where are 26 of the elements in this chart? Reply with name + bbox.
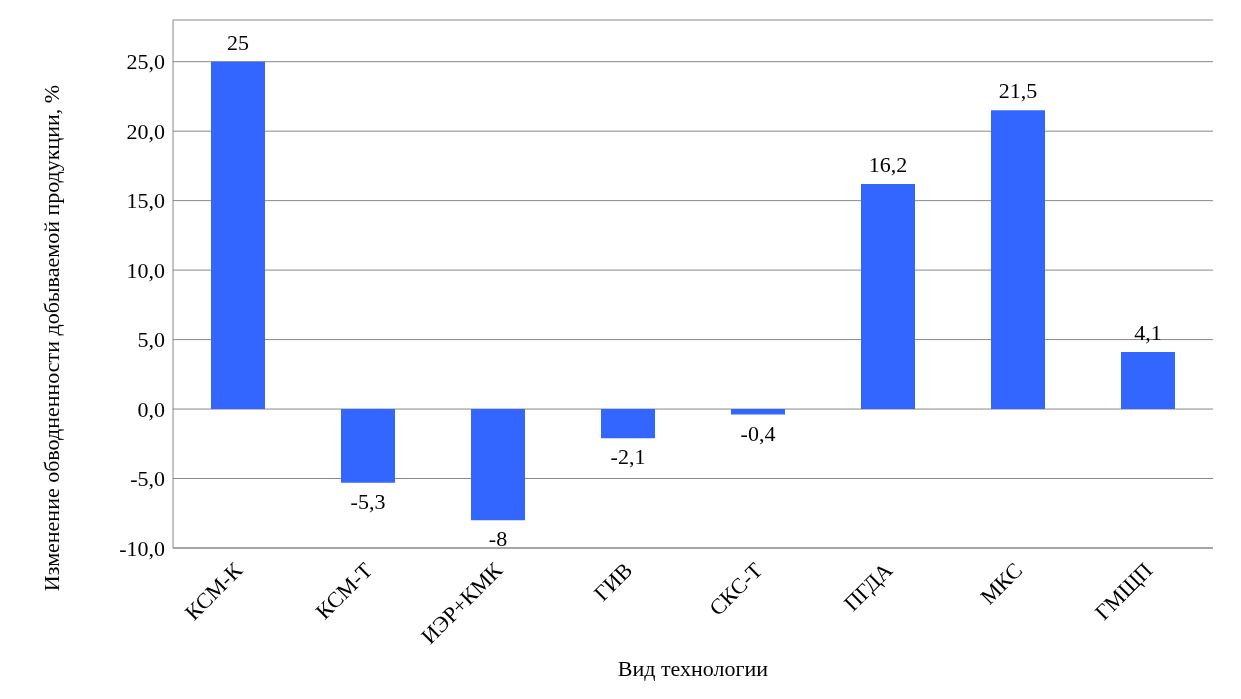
data-label: -5,3 <box>350 488 386 514</box>
bar <box>991 110 1045 410</box>
y-tick-label: 5,0 <box>137 327 165 353</box>
data-label: -2,1 <box>610 444 646 470</box>
bar <box>341 409 395 483</box>
data-label: 21,5 <box>998 78 1038 104</box>
data-label: 25 <box>227 29 249 55</box>
y-tick-label: 15,0 <box>126 188 165 214</box>
x-axis-title: Вид технологии <box>616 656 770 682</box>
y-tick-label: 25,0 <box>126 49 165 75</box>
bar <box>731 409 785 415</box>
bar <box>471 409 525 521</box>
data-label: -0,4 <box>740 420 776 446</box>
data-label: -8 <box>488 526 508 552</box>
y-tick-label: 20,0 <box>126 118 165 144</box>
bar <box>861 183 915 410</box>
y-axis-title: Изменение обводненности добываемой продукции, % <box>38 83 65 594</box>
bar <box>601 409 655 439</box>
y-tick-label: 0,0 <box>137 396 165 422</box>
bar <box>1121 352 1175 410</box>
data-label: 16,2 <box>868 151 908 177</box>
y-tick-label: -10,0 <box>119 535 165 561</box>
y-tick-label: -5,0 <box>130 466 165 492</box>
bar <box>211 61 265 410</box>
y-tick-label: 10,0 <box>126 257 165 283</box>
data-label: 4,1 <box>1134 320 1162 346</box>
